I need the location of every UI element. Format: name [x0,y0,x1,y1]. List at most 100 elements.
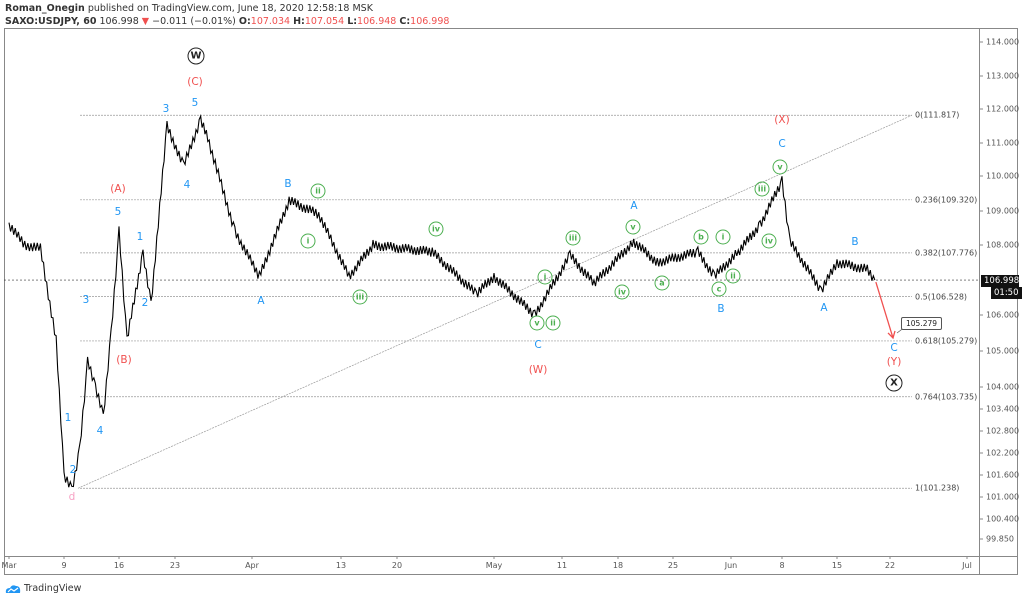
wave-label[interactable]: 3 [162,103,170,115]
y-tick-label: 112.000 [986,104,1020,114]
triangle-down-icon: ▼ [141,16,150,27]
time-axis-divider [4,556,1018,557]
wave-label[interactable]: B [284,178,292,190]
wave-label[interactable]: iv [428,221,444,237]
wave-label[interactable]: A [820,302,828,314]
high-label: H: [293,16,305,27]
wave-label[interactable]: 5 [114,206,122,218]
author-name[interactable]: Roman_Onegin [5,3,85,14]
x-tick-label: 25 [667,561,679,570]
wave-label[interactable]: c [711,281,727,297]
x-tick-label: May [485,561,503,570]
close-label: C: [399,16,411,27]
cloud-logo-icon [5,584,21,593]
fib-trendline [77,114,913,489]
wave-label[interactable]: (X) [774,114,790,126]
last-price: 106.998 [99,16,139,27]
x-tick-label: Jun [724,561,738,570]
y-tick-label: 111.000 [986,138,1020,148]
fib-level-label: 1(101.238) [915,483,960,493]
x-tick-label: Apr [245,561,259,570]
wave-label[interactable]: 1 [64,412,72,424]
wave-label[interactable]: (C) [187,76,203,88]
wave-label[interactable]: v [529,315,545,331]
low-value: 106.948 [357,16,397,27]
y-tick-label: 108.000 [986,240,1020,250]
fib-level-label: 0.236(109.320) [915,195,978,205]
current-price-tag: 106.998 [981,275,1019,287]
chart-frame[interactable] [4,28,1018,575]
wave-label[interactable]: 4 [183,179,191,191]
wave-label[interactable]: A [257,295,265,307]
wave-label[interactable]: X [885,374,903,392]
x-tick-label: Mar [1,561,17,570]
brand-name: TradingView [24,583,82,594]
wave-label[interactable]: iii [565,230,581,246]
y-tick-label: 110.000 [986,171,1020,181]
wave-label[interactable]: B [717,303,725,315]
wave-label[interactable]: b [693,229,709,245]
wave-label[interactable]: A [630,200,638,212]
wave-label[interactable]: (W) [528,364,548,376]
wave-label[interactable]: (B) [116,354,132,366]
tradingview-logo[interactable]: TradingView [5,583,81,594]
x-tick-label: 15 [831,561,843,570]
wave-label[interactable]: iii [754,181,770,197]
y-tick-label: 106.000 [986,310,1020,320]
fib-level-label: 0.764(103.735) [915,392,978,402]
fib-level-label: 0(111.817) [915,110,960,120]
wave-label[interactable]: 2 [141,297,149,309]
wave-label[interactable]: ii [310,183,326,199]
wave-label[interactable]: (Y) [886,356,902,368]
y-tick-label: 103.400 [986,404,1020,414]
symbol: SAXO:USDJPY, 60 [5,16,97,27]
wave-label[interactable]: C [534,339,542,351]
wave-label[interactable]: C [778,138,786,150]
low-label: L: [347,16,358,27]
wave-label[interactable]: d [68,491,76,503]
y-tick-label: 104.000 [986,382,1020,392]
wave-label[interactable]: v [772,159,788,175]
projection-arrow [875,281,894,339]
x-tick-label: 16 [113,561,125,570]
y-tick-label: 102.800 [986,426,1020,436]
x-tick-label: Jul [962,561,972,570]
price-axis-divider [979,28,980,575]
wave-label[interactable]: v [625,219,641,235]
wave-label[interactable]: C [890,342,898,354]
wave-label[interactable]: 4 [96,425,104,437]
wave-label[interactable]: 2 [69,464,77,476]
published-text: published on TradingView.com, June 18, 2… [87,3,373,14]
wave-label[interactable]: B [851,236,859,248]
y-tick-label: 113.000 [986,71,1020,81]
wave-label[interactable]: i [300,233,316,249]
x-tick-label: 8 [779,561,785,570]
publish-info: Roman_Onegin published on TradingView.co… [5,3,373,14]
wave-label[interactable]: W [187,47,205,65]
wave-label[interactable]: ii [725,268,741,284]
wave-label[interactable]: iv [614,284,630,300]
y-tick-label: 102.200 [986,448,1020,458]
x-tick-label: 11 [556,561,568,570]
wave-label[interactable]: 1 [136,231,144,243]
y-tick-label: 114.000 [986,37,1020,47]
wave-label[interactable]: ii [545,315,561,331]
wave-label[interactable]: (A) [110,183,126,195]
x-tick-label: 22 [884,561,896,570]
x-tick-label: 9 [61,561,67,570]
wave-label[interactable]: 5 [191,97,199,109]
wave-label[interactable]: a [654,275,670,291]
fib-level-label: 0.382(107.776) [915,248,978,258]
x-tick-label: 18 [612,561,624,570]
y-tick-label: 99.850 [986,534,1014,544]
wave-label[interactable]: iv [761,233,777,249]
wave-label[interactable]: iii [352,289,368,305]
wave-label[interactable]: i [537,269,553,285]
y-tick-label: 101.600 [986,470,1020,480]
wave-label[interactable]: i [715,229,731,245]
wave-label[interactable]: 3 [82,294,90,306]
x-tick-label: 23 [169,561,181,570]
y-tick-label: 101.000 [986,492,1020,502]
open-value: 107.034 [250,16,291,27]
